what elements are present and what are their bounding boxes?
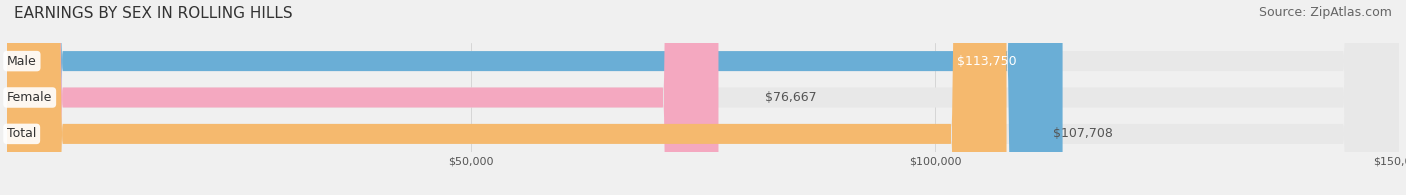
Text: $113,750: $113,750: [956, 55, 1017, 68]
FancyBboxPatch shape: [7, 0, 718, 195]
Text: EARNINGS BY SEX IN ROLLING HILLS: EARNINGS BY SEX IN ROLLING HILLS: [14, 6, 292, 21]
FancyBboxPatch shape: [7, 0, 1063, 195]
Text: $107,708: $107,708: [1053, 127, 1112, 140]
Text: Male: Male: [7, 55, 37, 68]
Text: Source: ZipAtlas.com: Source: ZipAtlas.com: [1258, 6, 1392, 19]
FancyBboxPatch shape: [7, 0, 1399, 195]
FancyBboxPatch shape: [7, 0, 1007, 195]
Text: Female: Female: [7, 91, 52, 104]
Text: Total: Total: [7, 127, 37, 140]
FancyBboxPatch shape: [7, 0, 1399, 195]
Text: $76,667: $76,667: [765, 91, 817, 104]
FancyBboxPatch shape: [7, 0, 1399, 195]
